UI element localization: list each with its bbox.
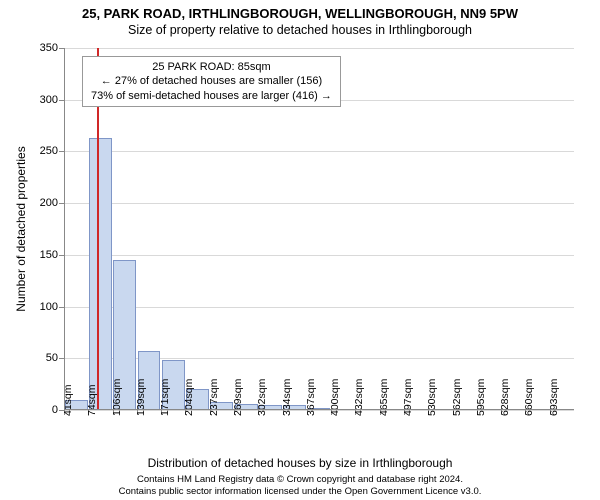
- xtick-label: 432sqm: [353, 379, 365, 416]
- y-axis-label: Number of detached properties: [14, 146, 28, 311]
- x-axis-label: Distribution of detached houses by size …: [0, 456, 600, 470]
- xtick-label: 367sqm: [305, 379, 317, 416]
- callout-line1: 25 PARK ROAD: 85sqm: [91, 60, 332, 74]
- xtick-label: 530sqm: [426, 379, 438, 416]
- xtick-label: 269sqm: [232, 379, 244, 416]
- ytick-label: 50: [46, 352, 64, 364]
- ytick-label: 300: [40, 94, 64, 106]
- grid-line: [64, 307, 574, 308]
- ytick-label: 350: [40, 42, 64, 54]
- xtick-label: 660sqm: [523, 379, 535, 416]
- chart-title-line2: Size of property relative to detached ho…: [0, 23, 600, 37]
- footer-line2: Contains public sector information licen…: [0, 486, 600, 498]
- xtick-label: 562sqm: [451, 379, 463, 416]
- xtick-label: 41sqm: [62, 384, 74, 416]
- xtick-label: 693sqm: [548, 379, 560, 416]
- chart-container: 25, PARK ROAD, IRTHLINGBOROUGH, WELLINGB…: [0, 0, 600, 500]
- footer-line1: Contains HM Land Registry data © Crown c…: [0, 474, 600, 486]
- footer: Contains HM Land Registry data © Crown c…: [0, 474, 600, 498]
- xtick-label: 595sqm: [475, 379, 487, 416]
- ytick-label: 100: [40, 301, 64, 313]
- chart-title-line1: 25, PARK ROAD, IRTHLINGBOROUGH, WELLINGB…: [0, 6, 600, 21]
- ytick-label: 200: [40, 197, 64, 209]
- histogram-bar: [89, 138, 112, 410]
- xtick-label: 204sqm: [183, 379, 195, 416]
- callout-line2: ← 27% of detached houses are smaller (15…: [91, 74, 332, 88]
- grid-line: [64, 255, 574, 256]
- grid-line: [64, 48, 574, 49]
- xtick-label: 237sqm: [208, 379, 220, 416]
- grid-line: [64, 203, 574, 204]
- ytick-label: 250: [40, 145, 64, 157]
- xtick-label: 334sqm: [281, 379, 293, 416]
- xtick-label: 302sqm: [256, 379, 268, 416]
- ytick-label: 150: [40, 249, 64, 261]
- title-block: 25, PARK ROAD, IRTHLINGBOROUGH, WELLINGB…: [0, 0, 600, 37]
- callout-line3: 73% of semi-detached houses are larger (…: [91, 89, 332, 103]
- xtick-label: 171sqm: [159, 379, 171, 416]
- xtick-label: 400sqm: [329, 379, 341, 416]
- xtick-label: 139sqm: [135, 379, 147, 416]
- callout-box: 25 PARK ROAD: 85sqm ← 27% of detached ho…: [82, 56, 341, 107]
- xtick-label: 106sqm: [111, 379, 123, 416]
- xtick-label: 465sqm: [378, 379, 390, 416]
- xtick-label: 628sqm: [499, 379, 511, 416]
- grid-line: [64, 151, 574, 152]
- xtick-label: 497sqm: [402, 379, 414, 416]
